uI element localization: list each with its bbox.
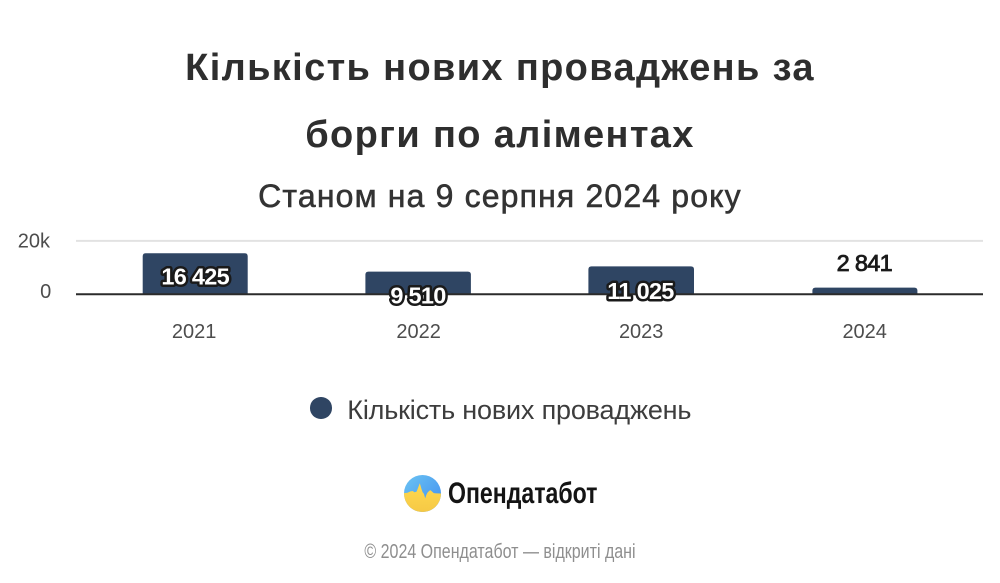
svg-text:2022: 2022 — [396, 321, 441, 343]
svg-text:11 025: 11 025 — [607, 278, 674, 304]
svg-text:9 510: 9 510 — [390, 283, 446, 309]
svg-text:2021: 2021 — [172, 321, 217, 343]
svg-text:20k: 20k — [18, 231, 51, 253]
svg-text:16 425: 16 425 — [161, 264, 229, 290]
svg-text:2023: 2023 — [619, 321, 664, 343]
svg-text:2 841: 2 841 — [837, 250, 892, 276]
svg-text:0: 0 — [40, 281, 51, 303]
svg-text:2024: 2024 — [842, 321, 887, 343]
